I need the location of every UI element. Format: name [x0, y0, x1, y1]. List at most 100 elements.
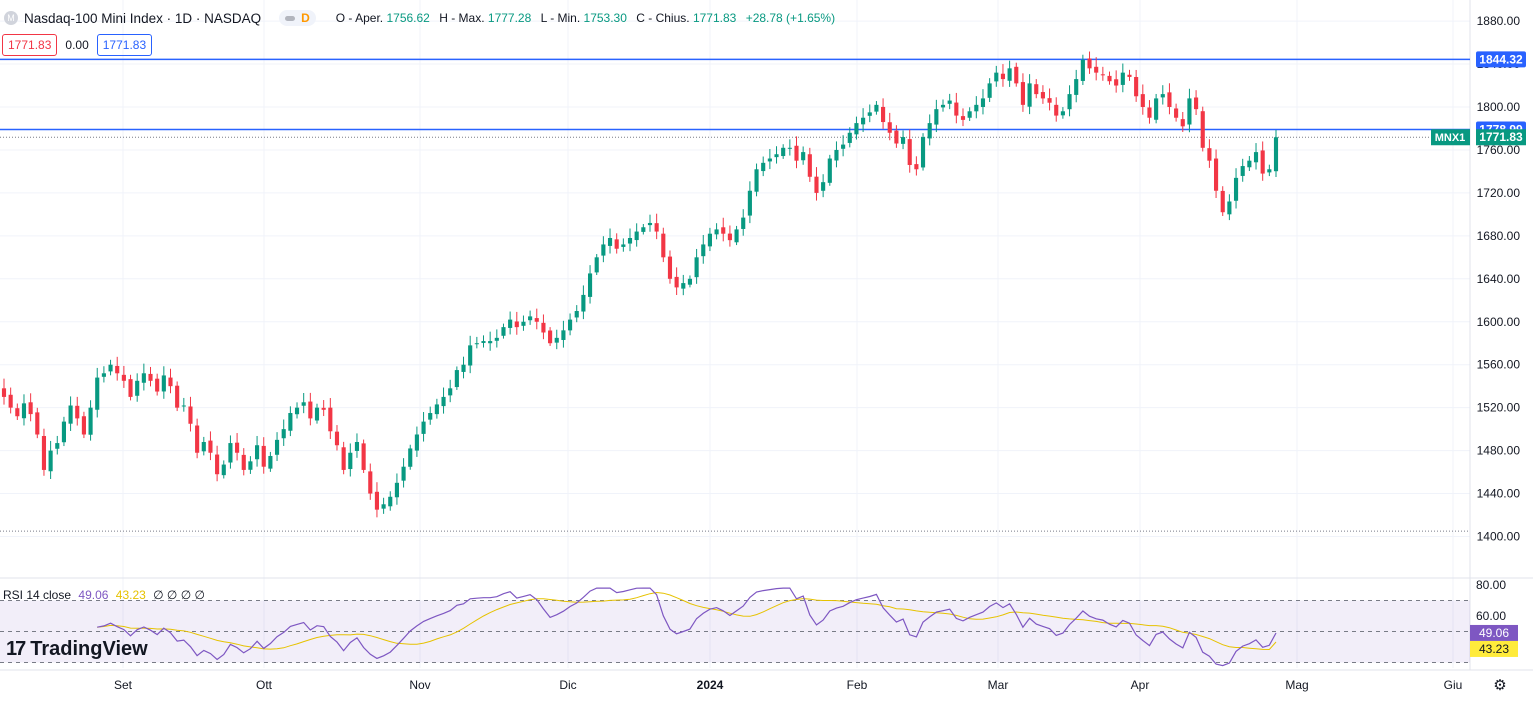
candle-body: [1220, 190, 1225, 213]
sell-price-button[interactable]: 1771.83: [2, 34, 58, 56]
time-axis-label: Nov: [409, 678, 430, 692]
time-axis-label: Mar: [988, 678, 1009, 692]
candle-body: [301, 402, 306, 406]
rsi-indicator-label[interactable]: RSI 14 close: [3, 588, 72, 602]
chart-legend: M Nasdaq-100 Mini Index · 1D · NASDAQ D …: [4, 8, 841, 28]
candle-body: [1134, 76, 1139, 97]
rsi-line: [97, 587, 1277, 667]
candle-body: [1194, 97, 1199, 110]
ohlc-low-label: L - Min.: [540, 11, 581, 25]
rsi-value: 49.06: [78, 588, 109, 602]
candle-body: [361, 443, 366, 470]
candle-body: [175, 385, 180, 408]
candle-body: [468, 345, 473, 366]
candle-body: [321, 407, 326, 410]
candle-body: [1054, 104, 1059, 116]
candle-body: [1160, 94, 1165, 98]
candle-body: [987, 83, 992, 98]
candle-body: [128, 379, 133, 397]
candle-body: [135, 380, 140, 396]
candle-body: [1080, 59, 1085, 81]
ohlc-open-value: 1756.62: [386, 11, 430, 25]
candle-body: [308, 401, 313, 419]
candle-body: [601, 244, 606, 256]
candle-body: [95, 377, 100, 410]
candle-body: [574, 311, 579, 318]
candle-body: [1094, 66, 1099, 73]
candle-body: [461, 364, 466, 372]
candle-body: [781, 147, 786, 157]
candle-body: [1047, 98, 1052, 103]
candle-body: [1014, 66, 1019, 84]
candle-body: [814, 176, 819, 193]
candle-body: [867, 112, 872, 116]
symbol-tag: [1431, 129, 1470, 146]
candle-body: [881, 106, 886, 123]
candle-body: [1067, 94, 1072, 110]
candle-body: [974, 104, 979, 112]
gear-icon[interactable]: ⚙: [1493, 677, 1507, 694]
price-tick-label: 1640.00: [1477, 272, 1521, 286]
buy-price-button[interactable]: 1771.83: [96, 34, 153, 56]
candle-body: [348, 452, 353, 470]
symbol-title[interactable]: Nasdaq-100 Mini Index · 1D · NASDAQ: [24, 10, 262, 26]
candle-body: [235, 442, 240, 453]
candle-body: [48, 450, 53, 472]
ohlc-close-value: 1771.83: [692, 11, 737, 25]
candle-body: [641, 227, 646, 232]
last-price-tag-label: 1771.83: [1479, 130, 1523, 144]
price-tick-label: 1400.00: [1477, 530, 1521, 544]
candle-body: [514, 321, 519, 328]
candle-body: [1087, 58, 1092, 69]
time-axis-label: Giu: [1444, 678, 1463, 692]
price-tick-label: 1720.00: [1477, 186, 1521, 200]
price-tick-label: 1600.00: [1477, 315, 1521, 329]
ohlc-high-label: H - Max.: [439, 11, 485, 25]
candle-body: [1034, 84, 1039, 95]
candle-body: [1180, 119, 1185, 127]
candle-body: [707, 233, 712, 247]
candle-body: [807, 154, 812, 177]
candle-body: [255, 445, 260, 460]
candle-body: [794, 145, 799, 161]
candle-body: [155, 378, 160, 392]
candle-body: [1273, 137, 1279, 172]
ohlc-values: O - Aper. 1756.62 H - Max. 1777.28 L - M…: [336, 11, 841, 25]
candle-body: [241, 454, 246, 470]
time-axis-label: Set: [114, 678, 133, 692]
hline-price-tag[interactable]: [1476, 51, 1526, 68]
candle-body: [121, 374, 126, 381]
candle-body: [1074, 79, 1079, 95]
candle-body: [41, 435, 47, 470]
candle-body: [994, 72, 999, 82]
candle-body: [101, 373, 106, 377]
candle-body: [454, 370, 459, 388]
candle-body: [907, 139, 912, 165]
candle-body: [414, 434, 419, 451]
candle-body: [148, 373, 153, 381]
candle-body: [248, 461, 253, 470]
candle-body: [621, 244, 626, 247]
candle-body: [221, 464, 226, 476]
candle-body: [900, 137, 906, 144]
candle-body: [734, 229, 739, 243]
symbol-tag-label: MNX1: [1435, 132, 1466, 144]
candle-body: [1174, 108, 1179, 118]
time-axis-label: Apr: [1131, 678, 1150, 692]
candle-body: [947, 100, 952, 104]
candle-body: [1207, 148, 1212, 161]
candle-body: [1213, 158, 1219, 191]
candle-body: [627, 237, 633, 244]
candle-body: [215, 454, 220, 475]
candle-body: [674, 276, 679, 288]
candle-body: [1247, 160, 1252, 168]
candle-body: [1154, 98, 1159, 120]
candle-body: [55, 443, 60, 449]
candle-body: [914, 164, 919, 170]
candle-body: [1007, 68, 1012, 81]
candle-body: [934, 109, 939, 125]
rsi-legend: RSI 14 close 49.06 43.23 ∅ ∅ ∅ ∅: [3, 588, 205, 602]
market-status-pill[interactable]: D: [279, 10, 316, 26]
ohlc-close-label: C - Chius.: [636, 11, 690, 25]
